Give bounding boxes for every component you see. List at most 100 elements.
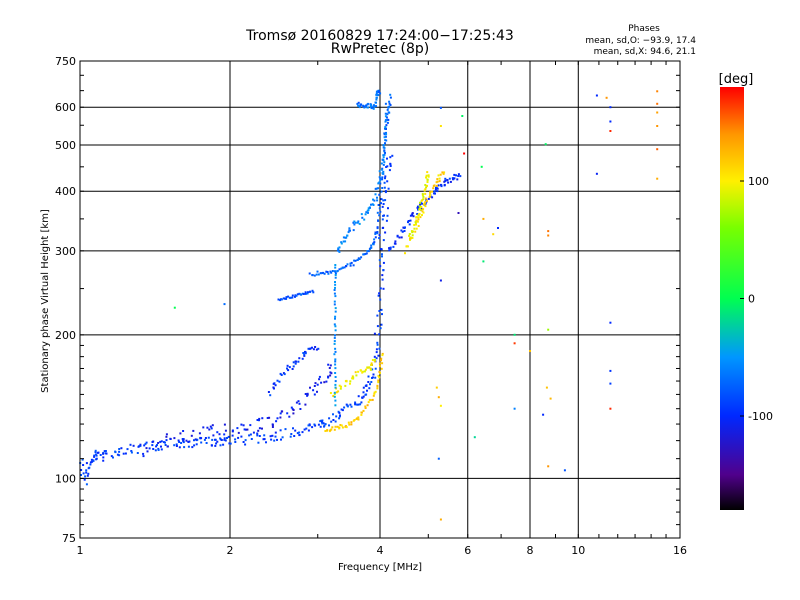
data-point	[330, 428, 333, 431]
data-point	[312, 291, 315, 294]
data-point	[381, 255, 383, 258]
data-point	[416, 213, 419, 215]
data-point	[333, 270, 336, 273]
data-point	[423, 189, 426, 192]
data-point	[333, 300, 336, 303]
data-point	[377, 204, 380, 206]
data-point	[384, 190, 387, 193]
data-point	[448, 177, 451, 180]
data-point	[384, 112, 387, 115]
data-point	[229, 442, 232, 445]
data-point	[463, 152, 466, 155]
data-point	[320, 272, 323, 275]
data-point	[338, 246, 341, 249]
data-point	[446, 179, 449, 182]
data-point	[382, 203, 385, 205]
data-point	[332, 395, 335, 397]
data-point	[384, 127, 386, 130]
data-point	[391, 154, 394, 157]
data-point	[373, 360, 376, 363]
data-point	[157, 447, 160, 450]
data-point	[290, 433, 293, 435]
data-point	[188, 440, 191, 443]
data-point	[226, 437, 228, 439]
data-point	[347, 421, 350, 424]
data-point	[373, 332, 376, 335]
data-point	[374, 367, 377, 370]
data-point	[361, 216, 364, 219]
y-tick-label: 200	[55, 329, 76, 342]
data-point	[439, 173, 442, 176]
data-point	[384, 231, 387, 234]
data-point	[329, 364, 332, 367]
data-point	[315, 348, 318, 351]
data-point	[345, 236, 348, 239]
data-point	[513, 342, 516, 345]
data-point	[382, 287, 385, 290]
data-point	[409, 214, 412, 217]
data-point	[364, 253, 367, 255]
data-point	[338, 250, 341, 253]
data-point	[357, 403, 360, 406]
data-point	[334, 283, 337, 286]
data-point	[339, 387, 342, 390]
data-point	[268, 416, 271, 419]
data-point	[387, 111, 390, 114]
data-point	[349, 229, 351, 232]
data-point	[169, 438, 172, 440]
data-point	[439, 518, 442, 521]
data-point	[316, 270, 319, 273]
data-point	[82, 472, 85, 475]
data-point	[357, 395, 360, 398]
data-point	[441, 171, 444, 174]
data-point	[243, 428, 246, 431]
data-point	[383, 136, 386, 139]
data-point	[609, 130, 612, 132]
data-point	[267, 391, 270, 393]
data-point	[382, 156, 385, 159]
data-point	[408, 234, 411, 237]
data-point	[214, 444, 217, 447]
data-point	[173, 306, 176, 309]
data-point	[289, 435, 292, 438]
data-point	[258, 417, 261, 420]
data-point	[349, 380, 352, 383]
data-point	[287, 295, 290, 298]
data-point	[370, 203, 372, 206]
data-point	[371, 359, 374, 361]
data-point	[334, 272, 337, 275]
data-point	[513, 407, 516, 410]
data-point	[381, 205, 384, 208]
data-point	[333, 395, 336, 398]
data-point	[308, 424, 311, 427]
data-point	[381, 176, 384, 179]
data-point	[378, 193, 381, 196]
data-point	[370, 244, 373, 247]
data-point	[116, 453, 119, 456]
data-point	[381, 178, 384, 181]
data-point	[427, 175, 430, 178]
data-point	[307, 424, 310, 427]
data-point	[378, 362, 381, 365]
data-point	[345, 403, 348, 406]
data-point	[340, 424, 343, 427]
data-point	[132, 444, 135, 447]
data-point	[417, 216, 420, 219]
data-point	[356, 102, 359, 105]
data-point	[373, 238, 376, 241]
data-point	[404, 226, 406, 229]
data-point	[223, 438, 226, 441]
data-point	[380, 190, 383, 193]
data-point	[130, 451, 133, 454]
data-point	[387, 187, 390, 190]
data-point	[382, 154, 385, 157]
data-point	[473, 436, 476, 439]
data-point	[302, 293, 305, 295]
data-point	[293, 435, 296, 437]
data-point	[339, 424, 342, 426]
data-point	[323, 381, 326, 384]
data-point	[317, 423, 320, 426]
data-point	[237, 431, 240, 434]
data-point	[424, 188, 427, 191]
data-point	[120, 447, 123, 450]
